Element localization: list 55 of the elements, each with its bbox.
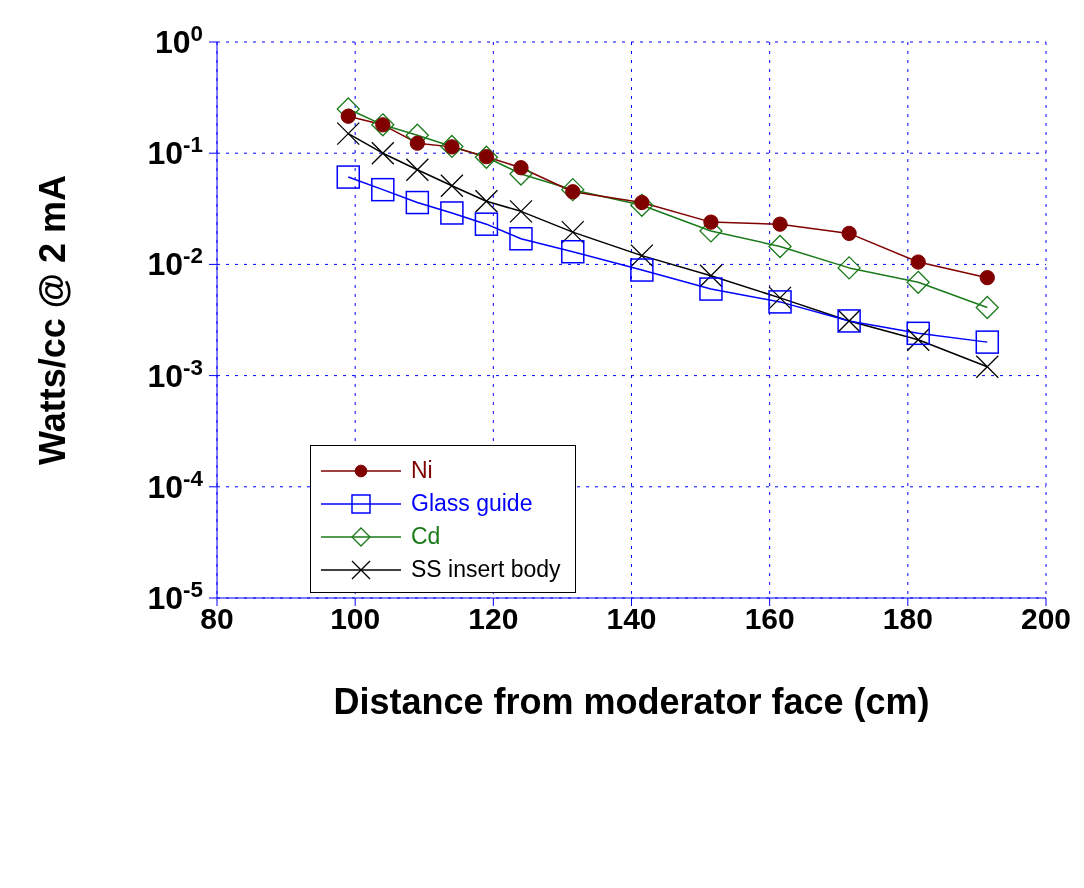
legend-label: SS insert body: [411, 556, 561, 583]
point: [371, 177, 395, 202]
point: [474, 212, 499, 236]
point: [906, 321, 930, 346]
legend-label: Ni: [411, 457, 433, 484]
point: [405, 190, 430, 215]
point: [409, 135, 425, 151]
point: [630, 193, 654, 217]
point: [440, 134, 464, 159]
x-tick-label: 180: [882, 602, 933, 636]
point: [975, 355, 999, 379]
point: [630, 258, 654, 282]
point: [336, 165, 361, 189]
x-tick-label: 140: [606, 602, 657, 636]
point: [561, 220, 585, 244]
x-axis-title: Distance from moderator face (cm): [333, 680, 930, 722]
point: [837, 256, 861, 280]
y-axis-title: Watts/cc @ 2 mA: [31, 175, 73, 465]
point: [906, 328, 930, 352]
y-tick-label: 10$^{-4}$: [147, 465, 204, 505]
x-tick-label: 200: [1020, 602, 1072, 636]
point: [910, 254, 926, 270]
point: [405, 158, 429, 182]
point: [699, 277, 723, 301]
point: [440, 201, 464, 225]
point: [630, 243, 654, 268]
point: [975, 330, 1000, 354]
point: [979, 270, 995, 286]
point: [509, 227, 533, 251]
y-tick-label: 10$^{0}$: [154, 20, 203, 60]
point: [841, 225, 857, 242]
x-tick-label: 100: [330, 602, 381, 636]
point: [561, 239, 585, 264]
point: [906, 270, 930, 294]
point: [703, 214, 719, 230]
point: [772, 216, 788, 232]
x-tick-label: 160: [744, 602, 795, 636]
point: [474, 189, 499, 213]
y-tick-label: 10$^{-3}$: [147, 354, 203, 394]
point: [513, 160, 529, 176]
point: [509, 199, 533, 223]
y-tick-label: 10$^{-2}$: [147, 242, 203, 283]
legend-label: Cd: [411, 523, 441, 550]
point: [440, 174, 464, 198]
point: [561, 178, 585, 202]
x-tick-label: 80: [200, 602, 234, 636]
legend-label: Glass guide: [411, 490, 533, 517]
point: [975, 295, 999, 320]
x-tick-label: 120: [468, 602, 519, 636]
y-tick-label: 10$^{-1}$: [147, 131, 203, 172]
point: [768, 234, 792, 259]
point: [336, 121, 360, 146]
point: [371, 141, 395, 165]
point: [699, 264, 723, 288]
point: [340, 108, 356, 124]
